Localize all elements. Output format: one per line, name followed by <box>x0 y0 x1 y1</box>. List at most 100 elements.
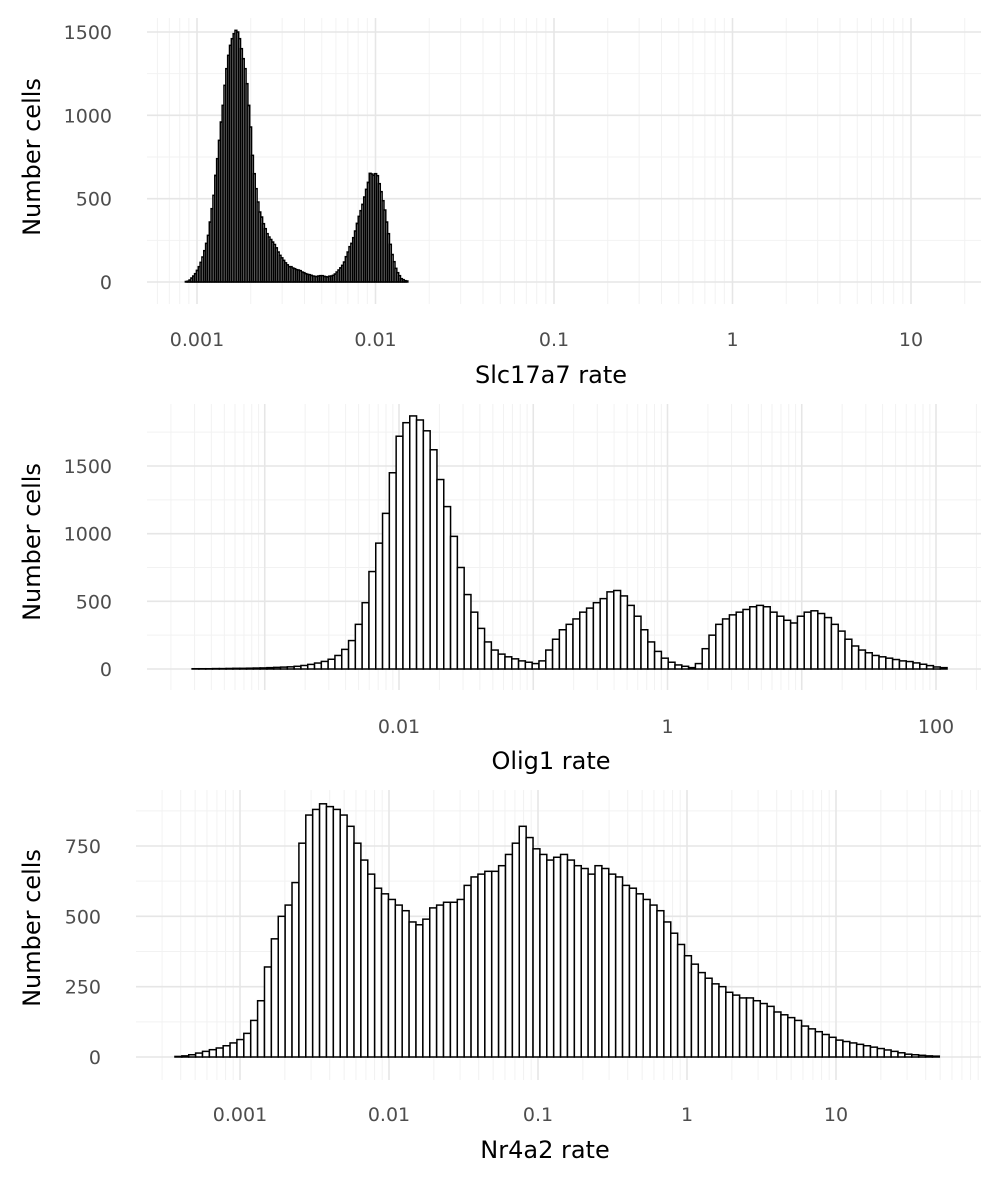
histogram-bar <box>229 1042 238 1058</box>
histogram-bar <box>463 593 472 670</box>
y-tick-label: 500 <box>76 591 112 613</box>
histogram-bar <box>174 1055 183 1058</box>
x-tick-labels: 0.001 0.01 0.1 1 10 <box>213 1104 848 1126</box>
histogram-bar <box>939 666 948 670</box>
histogram-bar <box>573 864 582 1058</box>
histogram-bar <box>670 932 679 1058</box>
slc17a7-histogram-panel: 0 500 1000 1500 0.001 0.01 0.1 1 10 Slc17a7 rat… <box>18 18 981 389</box>
histogram-bar <box>291 881 300 1058</box>
histogram-bar <box>511 658 520 670</box>
x-tick-label: 1 <box>661 716 673 738</box>
histogram-bar <box>511 842 521 1058</box>
y-axis-title: Number cells <box>18 849 46 1007</box>
y-tick-label: 1000 <box>64 105 112 127</box>
histogram-bar <box>667 661 676 670</box>
histogram-bar <box>395 435 404 670</box>
histogram-bar <box>545 649 554 670</box>
histogram-bar <box>381 512 391 670</box>
histogram-bar <box>749 605 758 670</box>
histogram-bar <box>401 909 410 1058</box>
histogram-bar <box>735 611 744 670</box>
histogram-bar <box>318 803 328 1058</box>
histogram-bar <box>187 1053 197 1058</box>
y-tick-label: 0 <box>100 272 112 294</box>
histogram-bar <box>194 1052 204 1058</box>
histogram-bar <box>897 1052 906 1058</box>
histogram-bar <box>649 904 658 1058</box>
histogram-bar <box>704 977 713 1058</box>
histogram-bar <box>566 859 576 1058</box>
histogram-bar <box>504 656 513 670</box>
histogram-bar <box>477 873 486 1058</box>
y-tick-label: 1500 <box>64 22 112 44</box>
histogram-bar <box>236 1038 245 1058</box>
histogram-bar <box>394 904 403 1058</box>
histogram-bar <box>311 808 321 1058</box>
histogram-bar <box>252 667 261 670</box>
histogram-bar <box>334 654 343 670</box>
histogram-bar <box>807 1028 817 1058</box>
histogram-bars <box>174 803 941 1058</box>
histogram-bar <box>842 1040 851 1058</box>
histogram-bar <box>821 1033 830 1058</box>
histogram-bar <box>361 601 370 670</box>
histogram-bar <box>917 1054 927 1058</box>
histogram-bar <box>905 660 914 670</box>
y-tick-label: 250 <box>65 977 101 999</box>
histogram-bar <box>504 853 514 1058</box>
histogram-bar <box>422 430 431 670</box>
histogram-bar <box>715 623 724 670</box>
histogram-bar <box>817 612 826 670</box>
histogram-bar <box>745 997 755 1058</box>
histogram-bar <box>783 619 792 670</box>
histogram-bar <box>885 657 894 670</box>
histogram-bar <box>497 653 506 670</box>
histogram-bar <box>869 1046 879 1058</box>
histogram-bar <box>789 622 799 670</box>
histogram-bar <box>327 658 336 670</box>
histogram-bar <box>628 887 638 1058</box>
histogram-bar <box>800 1025 810 1058</box>
histogram-bar <box>660 657 669 670</box>
histogram-bar <box>525 836 534 1058</box>
x-axis-title: Nr4a2 rate <box>480 1136 609 1164</box>
histogram-bar <box>773 1011 782 1058</box>
histogram-bar <box>599 597 608 670</box>
histogram-bar <box>422 918 431 1058</box>
y-tick-label: 500 <box>76 189 112 211</box>
y-tick-label: 1000 <box>64 524 112 546</box>
histogram-bar <box>201 1050 211 1058</box>
histogram-bar <box>814 1030 823 1058</box>
histogram-bar <box>855 1043 865 1058</box>
histogram-bar <box>601 867 610 1058</box>
histogram-bar <box>830 623 839 670</box>
histogram-bar <box>181 1055 190 1058</box>
x-tick-labels: 0.01 1 100 <box>378 716 954 738</box>
histogram-bar <box>919 663 928 670</box>
histogram-bar <box>883 1049 892 1058</box>
histogram-bar <box>415 419 425 670</box>
y-tick-label: 500 <box>65 906 101 928</box>
histogram-bar <box>565 623 574 670</box>
histogram-bars <box>184 29 409 283</box>
histogram-bar <box>925 664 935 670</box>
histogram-bar <box>387 898 397 1058</box>
histogram-bar <box>208 1048 218 1058</box>
x-tick-labels: 0.001 0.01 0.1 1 10 <box>170 329 923 351</box>
histogram-bar <box>300 664 309 670</box>
histogram-bar <box>572 618 581 670</box>
histogram-bar <box>762 605 771 670</box>
histogram-bar <box>687 666 697 670</box>
histogram-bar <box>320 660 329 670</box>
histogram-bar <box>849 1042 858 1058</box>
histogram-bar <box>823 616 833 670</box>
histogram-bar <box>878 656 887 670</box>
y-tick-labels: 0 500 1000 1500 <box>64 22 112 294</box>
histogram-bar <box>587 873 596 1058</box>
histogram-bar <box>718 985 727 1058</box>
histogram-bar <box>435 904 445 1058</box>
histogram-bar <box>835 1039 844 1058</box>
histogram-bar <box>373 887 383 1058</box>
minor-gridlines <box>147 18 981 304</box>
histogram-bar <box>409 415 418 670</box>
